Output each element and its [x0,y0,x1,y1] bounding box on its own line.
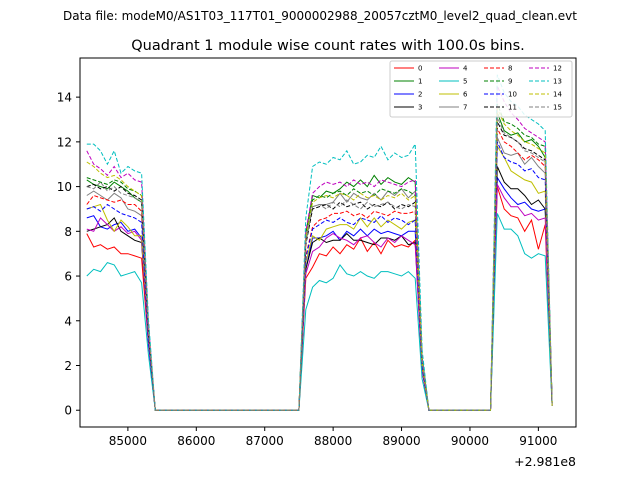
chart-suptitle: Data file: modeM0/AS1T03_117T01_90000029… [63,9,577,23]
legend-label-8: 8 [508,65,512,73]
legend-label-6: 6 [463,91,468,99]
legend-label-12: 12 [553,65,562,73]
x-offset-label: +2.981e8 [514,454,576,469]
x-tick-label: 90000 [451,434,489,448]
y-tick-label: 8 [64,225,72,239]
y-tick-label: 0 [64,404,72,418]
legend-label-7: 7 [463,104,467,112]
legend-label-10: 10 [508,91,517,99]
series-line-15 [86,117,553,411]
y-tick-label: 6 [64,270,72,284]
legend-label-3: 3 [418,104,422,112]
x-tick-label: 87000 [246,434,284,448]
legend-label-11: 11 [508,104,517,112]
x-tick-label: 85000 [109,434,147,448]
y-axis: 0 2 4 6 8 10 12 14 [57,91,80,418]
legend-box [389,60,573,118]
chart-title: Quadrant 1 module wise count rates with … [131,38,525,54]
y-tick-label: 10 [57,180,72,194]
legend-label-14: 14 [553,91,562,99]
x-tick-label: 91000 [519,434,557,448]
legend-label-2: 2 [418,91,422,99]
legend-label-4: 4 [463,65,468,73]
x-axis: 85000 86000 87000 88000 89000 90000 91000 [109,427,557,448]
x-tick-label: 88000 [314,434,352,448]
legend-label-15: 15 [553,104,562,112]
y-tick-label: 4 [64,314,72,328]
legend-label-1: 1 [418,78,422,86]
legend-label-0: 0 [418,65,422,73]
plot-area [86,74,553,411]
legend-label-5: 5 [463,78,467,86]
axes-frame [79,57,577,428]
legend-label-13: 13 [553,78,562,86]
y-tick-label: 14 [57,91,72,105]
legend-label-9: 9 [508,78,512,86]
x-tick-label: 89000 [382,434,420,448]
y-tick-label: 2 [64,359,72,373]
series-line-13 [86,74,553,411]
y-tick-label: 12 [57,135,72,149]
x-tick-label: 86000 [177,434,215,448]
series-line-9 [86,103,553,411]
